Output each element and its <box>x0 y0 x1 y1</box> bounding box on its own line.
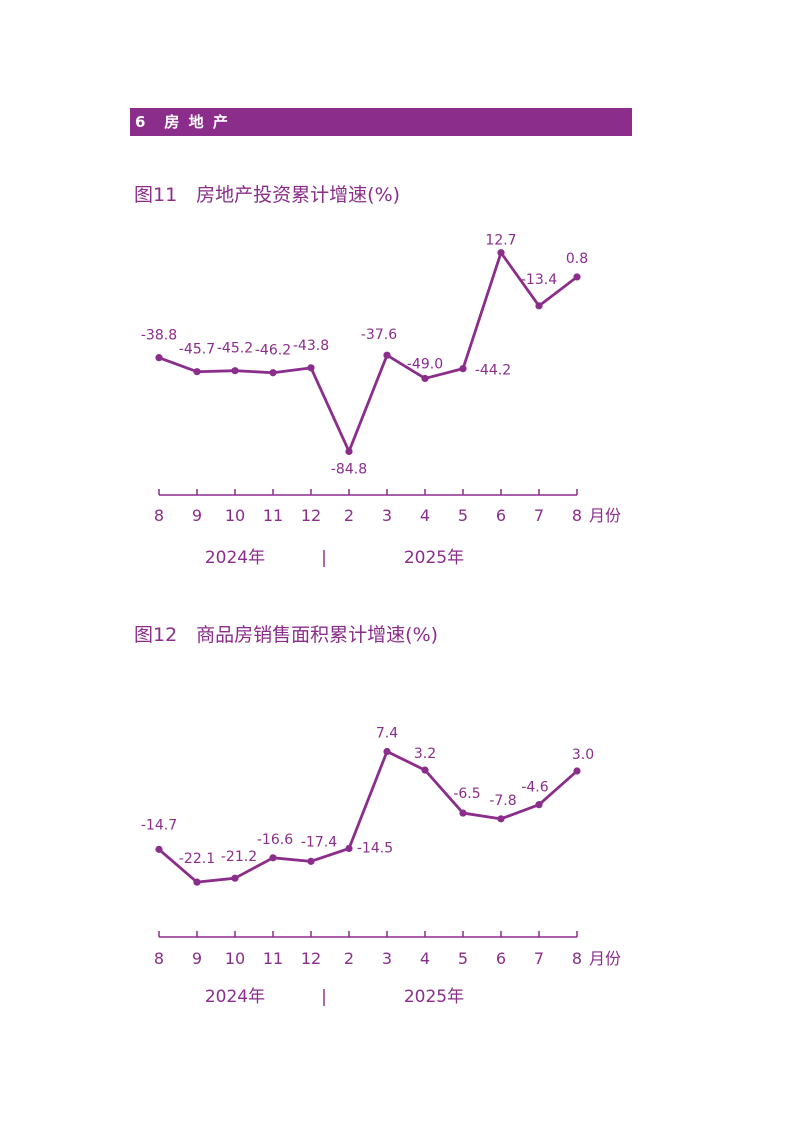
data-label: -22.1 <box>179 851 215 867</box>
year-label-2024: 2024年 <box>205 548 265 568</box>
data-point <box>497 815 505 823</box>
series-line <box>158 251 578 453</box>
data-label: -4.6 <box>521 780 548 796</box>
data-label: -7.8 <box>489 793 516 809</box>
x-tick-label: 9 <box>192 506 202 525</box>
data-point <box>345 447 353 456</box>
x-tick-label: 11 <box>263 506 283 525</box>
data-label: -46.2 <box>255 343 291 359</box>
data-label: -6.5 <box>453 786 480 802</box>
x-tick-label: 3 <box>382 949 392 968</box>
data-point <box>193 878 201 886</box>
data-label: -13.4 <box>521 272 557 288</box>
data-point <box>497 249 505 257</box>
data-label: -45.2 <box>217 341 253 357</box>
chart-title-sales-area: 图12 商品房销售面积累计增速(%) <box>134 624 439 646</box>
data-point <box>459 809 467 817</box>
data-point <box>155 354 163 362</box>
data-point <box>573 767 581 775</box>
x-tick-label: 5 <box>458 506 468 525</box>
data-point <box>345 844 353 853</box>
x-tick-label: 2 <box>344 506 354 525</box>
x-tick-label: 10 <box>225 949 245 968</box>
x-tick-label: 7 <box>534 506 544 525</box>
x-tick-label: 8 <box>572 506 582 525</box>
data-point <box>231 874 239 882</box>
x-tick-label: 10 <box>225 506 245 525</box>
x-tick-label: 4 <box>420 949 430 968</box>
data-label: -37.6 <box>361 327 397 343</box>
x-tick-label: 6 <box>496 949 506 968</box>
data-point <box>421 766 429 774</box>
data-point <box>535 302 543 310</box>
year-label-2025: 2025年 <box>404 987 464 1007</box>
data-label: 0.8 <box>566 251 588 267</box>
data-label: 3.0 <box>572 747 594 763</box>
x-tick-label: 5 <box>458 949 468 968</box>
data-label: -45.7 <box>179 342 215 358</box>
year-label-2025: 2025年 <box>404 548 464 568</box>
data-point <box>155 845 163 853</box>
data-label: -49.0 <box>407 356 443 372</box>
data-label: -14.7 <box>141 817 177 833</box>
x-tick-label: 7 <box>534 949 544 968</box>
x-tick-label: 11 <box>263 949 283 968</box>
x-axis-label: 月份 <box>589 949 621 968</box>
data-label: -43.8 <box>293 338 329 354</box>
data-point <box>573 273 581 281</box>
data-point <box>231 367 239 375</box>
sales-area-growth-chart: 8 9 10 11 12 2 3 4 5 6 7 8 月份 2024年 | 2025年 -14.7 -22.1 -2… <box>141 726 621 1007</box>
x-tick-label: 12 <box>301 949 321 968</box>
data-point <box>307 857 315 865</box>
data-point <box>421 374 429 383</box>
data-point <box>193 368 201 376</box>
data-label: -84.8 <box>331 461 367 477</box>
data-label: 7.4 <box>376 726 398 742</box>
data-point <box>383 747 391 756</box>
data-point <box>383 351 391 359</box>
data-label: -21.2 <box>221 849 257 865</box>
x-tick-label: 2 <box>344 949 354 968</box>
x-tick-label: 4 <box>420 506 430 525</box>
x-tick-label: 3 <box>382 506 392 525</box>
data-point <box>459 365 467 373</box>
chart-title-investment: 图11 房地产投资累计增速(%) <box>134 184 401 206</box>
x-tick-label: 8 <box>154 506 164 525</box>
year-separator: | <box>321 548 327 568</box>
x-tick-label: 8 <box>154 949 164 968</box>
data-label: -17.4 <box>301 834 337 850</box>
series-line <box>158 750 578 884</box>
data-label: -38.8 <box>141 328 177 344</box>
x-axis-label: 月份 <box>589 506 621 525</box>
x-tick-label: 8 <box>572 949 582 968</box>
data-point <box>269 854 277 862</box>
data-point <box>307 364 315 372</box>
data-label: -44.2 <box>475 363 511 379</box>
x-tick-label: 9 <box>192 949 202 968</box>
data-label: 3.2 <box>414 746 436 762</box>
data-label: -14.5 <box>357 841 393 857</box>
year-separator: | <box>321 987 327 1007</box>
x-tick-label: 12 <box>301 506 321 525</box>
data-point <box>535 801 543 809</box>
x-tick-label: 6 <box>496 506 506 525</box>
year-label-2024: 2024年 <box>205 987 265 1007</box>
data-label: -16.6 <box>257 832 293 848</box>
data-label: 12.7 <box>485 233 516 249</box>
section-header: 6 房 地 产 <box>130 108 632 136</box>
data-point <box>269 369 277 377</box>
